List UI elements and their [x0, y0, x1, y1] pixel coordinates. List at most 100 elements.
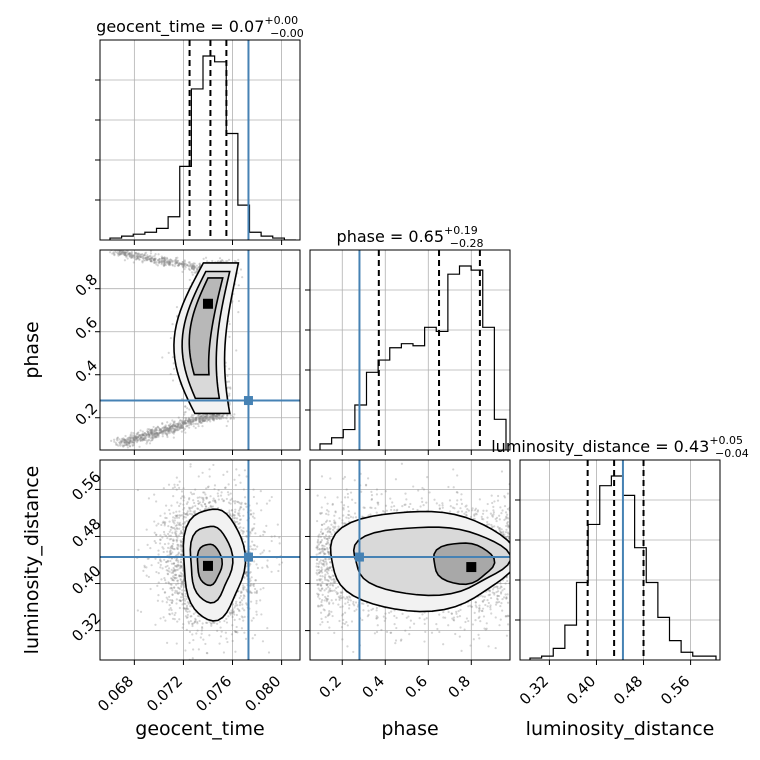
sample-point: [167, 263, 171, 266]
sample-point: [132, 438, 135, 442]
sample-point: [181, 426, 185, 429]
sample-point: [222, 651, 226, 654]
sample-point: [187, 261, 190, 264]
sample-point: [124, 441, 127, 444]
sample-point: [182, 584, 185, 587]
sample-point: [128, 440, 131, 443]
sample-point: [239, 481, 242, 484]
sample-point: [169, 426, 172, 429]
sample-point: [167, 428, 170, 431]
sample-point: [147, 255, 150, 258]
sample-point: [142, 259, 145, 262]
sample-point: [128, 436, 132, 439]
sample-point: [146, 256, 149, 259]
sample-point: [123, 439, 126, 442]
sample-point: [174, 611, 177, 615]
sample-point: [118, 442, 122, 446]
sample-point: [155, 432, 158, 435]
sample-point: [235, 600, 238, 603]
sample-point: [188, 423, 191, 427]
sample-point: [161, 430, 164, 433]
sample-point: [143, 437, 146, 440]
sample-point: [183, 420, 186, 423]
sample-point: [171, 425, 174, 428]
sample-point: [143, 432, 146, 435]
sample-point: [126, 441, 129, 444]
sample-point: [166, 536, 169, 540]
sample-point: [164, 258, 167, 261]
sample-point: [146, 256, 149, 259]
sample-point: [262, 549, 266, 552]
sample-point: [127, 436, 130, 440]
sample-point: [146, 432, 150, 435]
sample-point: [181, 421, 184, 424]
sample-point: [229, 492, 232, 495]
sample-point: [193, 621, 196, 624]
sample-point: [151, 428, 154, 431]
sample-point: [164, 425, 168, 428]
sample-point: [141, 260, 144, 263]
sample-point: [193, 266, 196, 269]
sample-point: [153, 520, 156, 523]
sample-point: [199, 415, 202, 418]
sample-point: [187, 420, 190, 423]
sample-point: [180, 550, 183, 553]
sample-point: [177, 423, 180, 427]
sample-point: [138, 253, 142, 256]
sample-point: [169, 262, 172, 265]
sample-point: [176, 425, 179, 428]
sample-point: [132, 437, 135, 441]
sample-point: [124, 443, 127, 447]
sample-point: [153, 433, 157, 436]
sample-point: [170, 259, 173, 262]
sample-point: [123, 254, 127, 257]
sample-point: [190, 418, 193, 421]
sample-point: [139, 255, 142, 258]
sample-point: [130, 252, 133, 255]
sample-point: [134, 252, 137, 255]
sample-point: [127, 442, 130, 445]
sample-point: [146, 254, 149, 257]
sample-point: [160, 430, 163, 433]
sample-point: [121, 438, 124, 441]
sample-point: [133, 434, 136, 437]
sample-point: [199, 415, 203, 418]
sample-point: [180, 545, 183, 548]
sample-point: [125, 251, 129, 254]
sample-point: [167, 424, 171, 427]
sample-point: [130, 431, 133, 434]
sample-point: [202, 417, 205, 420]
sample-point: [177, 427, 180, 430]
sample-point: [120, 440, 123, 443]
sample-point: [176, 259, 180, 262]
sample-point: [177, 264, 180, 267]
sample-point: [203, 419, 206, 422]
sample-point: [162, 426, 165, 429]
sample-point: [242, 508, 245, 511]
sample-point: [158, 431, 161, 434]
sample-point: [182, 264, 185, 267]
sample-point: [157, 434, 160, 437]
sample-point: [140, 253, 143, 256]
sample-point: [171, 427, 174, 430]
sample-point: [178, 591, 181, 594]
sample-point: [134, 434, 137, 437]
sample-point: [166, 261, 169, 264]
sample-point: [198, 419, 201, 422]
sample-point: [149, 259, 153, 263]
sample-point: [182, 422, 185, 425]
sample-point: [159, 260, 162, 263]
sample-point: [116, 439, 119, 442]
sample-point: [192, 267, 195, 271]
sample-point: [193, 510, 197, 513]
sample-point: [211, 414, 214, 417]
sample-point: [183, 260, 186, 263]
sample-point: [112, 251, 115, 254]
sample-point: [125, 440, 128, 443]
sample-point: [144, 257, 148, 261]
sample-point: [169, 258, 172, 261]
sample-point: [140, 256, 143, 259]
sample-point: [181, 270, 184, 273]
sample-point: [212, 415, 215, 418]
hist-title-luminosity_distance: luminosity_distance = 0.43+0.05 −0.04: [491, 434, 749, 460]
